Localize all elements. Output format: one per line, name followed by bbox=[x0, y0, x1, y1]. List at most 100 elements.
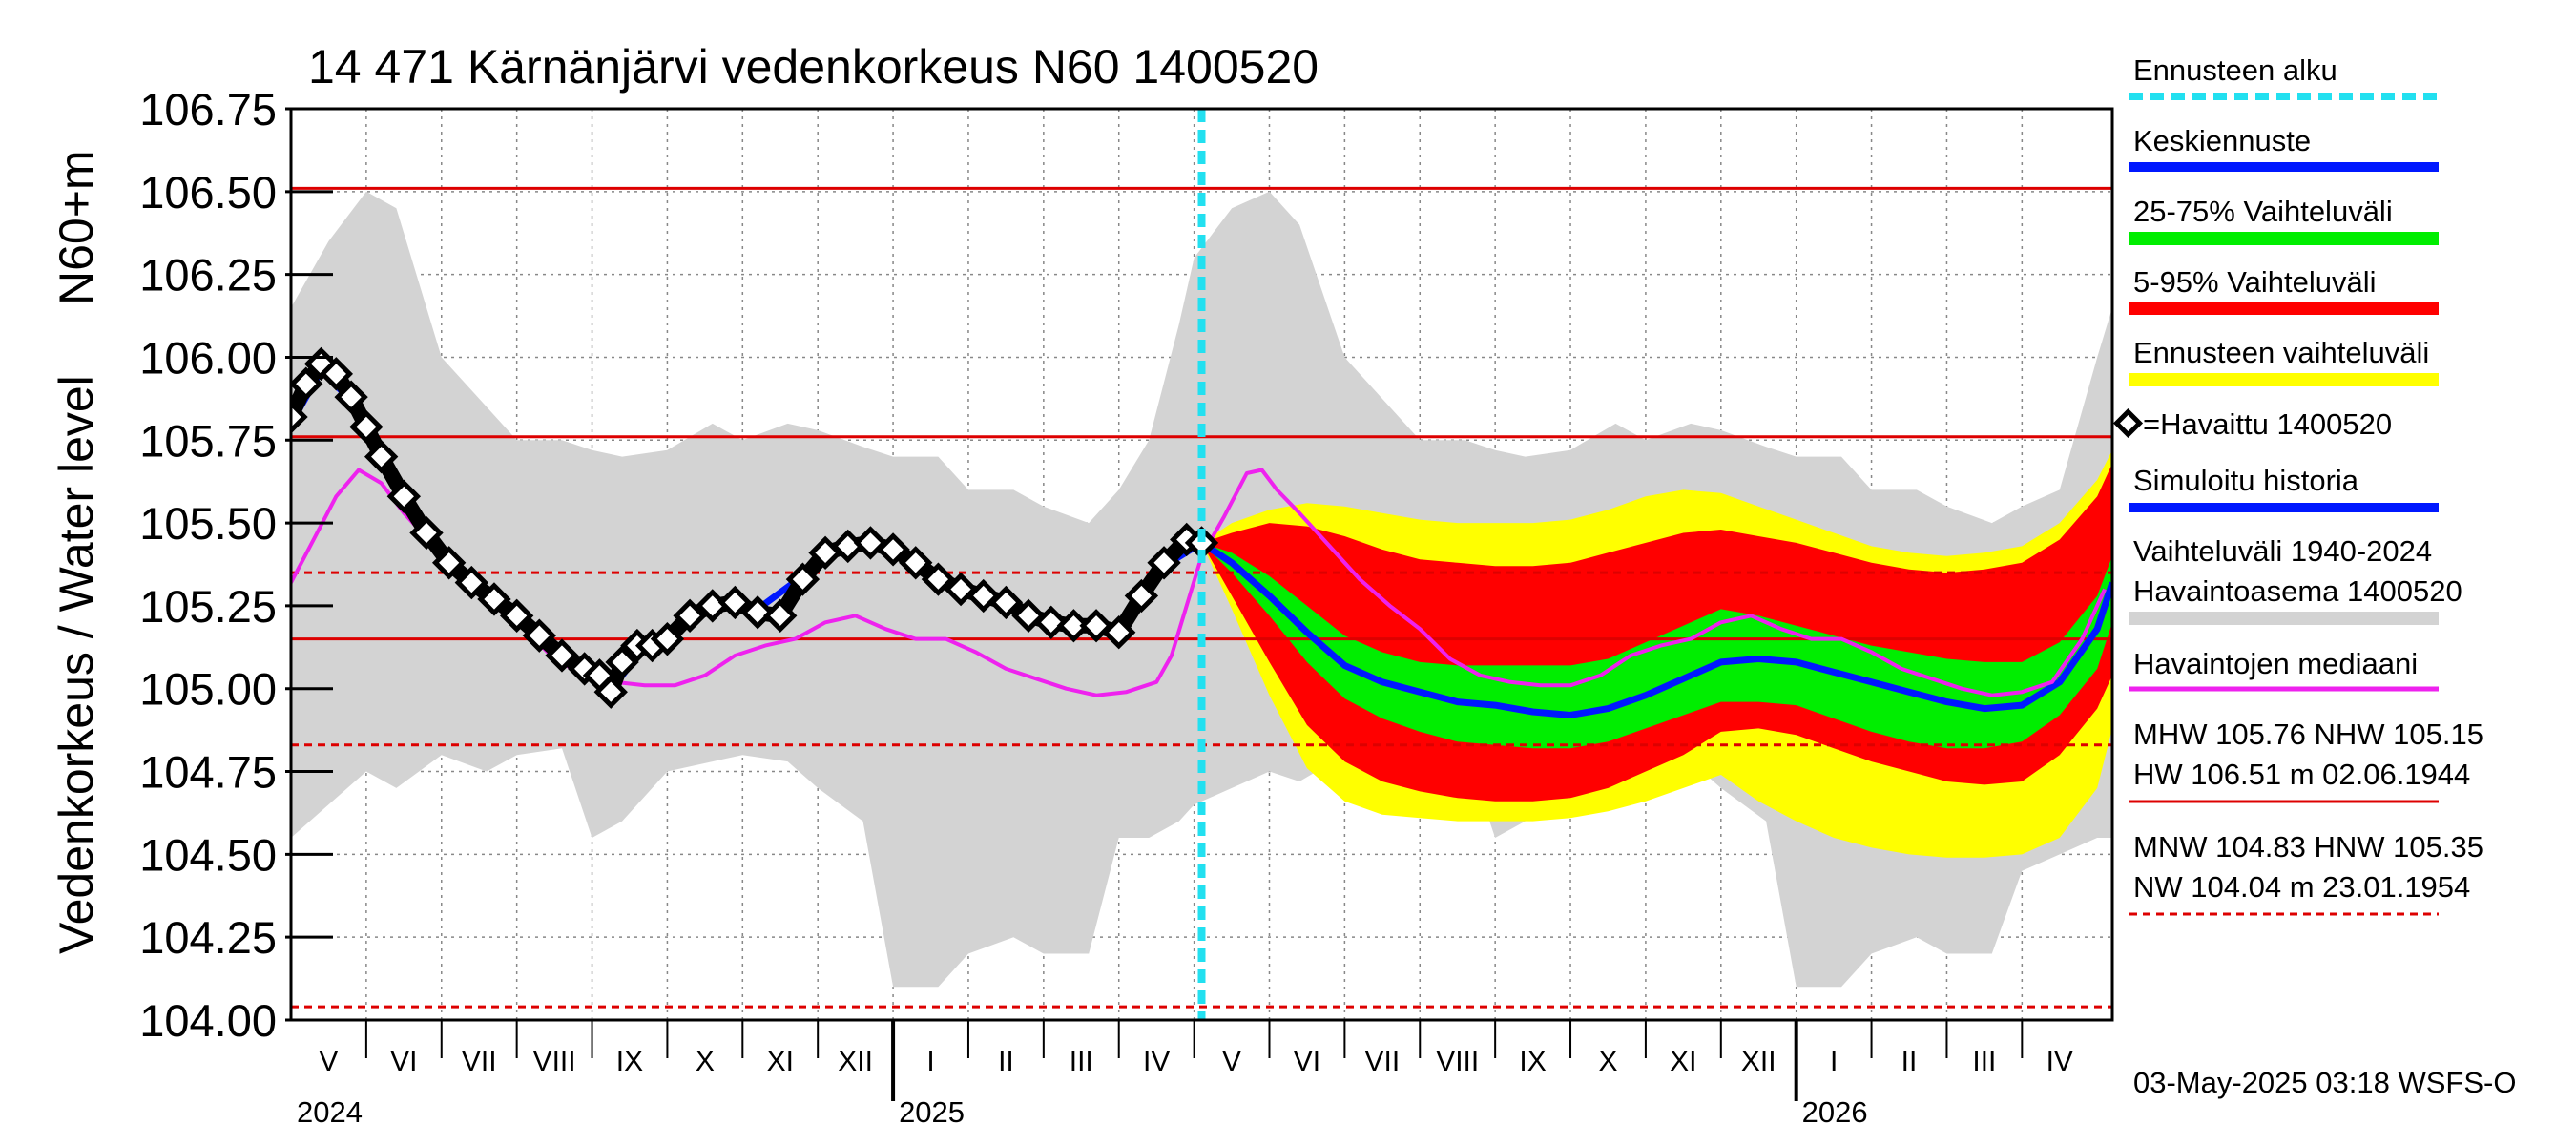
observed-point bbox=[522, 618, 556, 653]
y-tick-label: 105.25 bbox=[139, 581, 277, 632]
x-month-label: VIII bbox=[1436, 1046, 1479, 1077]
observed-point bbox=[291, 400, 308, 434]
x-month-label: II bbox=[1901, 1046, 1918, 1077]
observed-point bbox=[650, 621, 685, 656]
observed-point bbox=[696, 589, 730, 623]
y-tick-label: 105.50 bbox=[139, 498, 277, 549]
observed-point bbox=[545, 638, 579, 673]
x-month-label: I bbox=[926, 1046, 934, 1077]
y-axis: 106.75 106.50 106.25 106.00 105.75 105.50 105.… bbox=[139, 84, 333, 1046]
observed-point bbox=[477, 582, 511, 616]
x-month-label: XII bbox=[1741, 1046, 1776, 1077]
y-tick-label: 104.00 bbox=[139, 995, 277, 1046]
x-month-label: VI bbox=[390, 1046, 417, 1077]
y-tick-label: 106.25 bbox=[139, 250, 277, 301]
x-month-label: VI bbox=[1294, 1046, 1320, 1077]
observed-point bbox=[1124, 578, 1159, 614]
y-tick-label: 104.50 bbox=[139, 829, 277, 880]
y-tick-label: 105.75 bbox=[139, 415, 277, 466]
data-lines bbox=[291, 109, 2112, 1020]
footer-timestamp: 03-May-2025 03:18 WSFS-O bbox=[2133, 1066, 2516, 1099]
y-tick-label: 104.25 bbox=[139, 912, 277, 963]
observed-point bbox=[291, 366, 323, 401]
observed-point bbox=[831, 529, 865, 564]
y-axis-unit-label: N60+m bbox=[50, 150, 103, 305]
observed-point bbox=[899, 546, 933, 580]
x-month-label: XI bbox=[767, 1046, 794, 1077]
x-month-label: III bbox=[1070, 1046, 1093, 1077]
legend-label-p25-75: 25-75% Vaihteluväli bbox=[2133, 195, 2393, 228]
observed-point bbox=[334, 380, 368, 414]
observed-point bbox=[349, 409, 384, 445]
x-month-label: XI bbox=[1670, 1046, 1696, 1077]
y-axis-label: Vedenkorkeus / Water level bbox=[50, 375, 103, 954]
x-month-label: V bbox=[1222, 1046, 1241, 1077]
observed-point bbox=[876, 532, 910, 567]
x-year-label: 2024 bbox=[297, 1095, 363, 1129]
observed-point bbox=[1147, 546, 1181, 580]
legend-label-station: Havaintoasema 1400520 bbox=[2133, 574, 2462, 608]
legend-label-simulated: Simuloitu historia bbox=[2133, 464, 2359, 497]
observed-point bbox=[717, 585, 753, 620]
observed-point bbox=[499, 598, 534, 634]
stats-nw-line1: MNW 104.83 HNW 105.35 bbox=[2133, 830, 2483, 864]
observed-point bbox=[1034, 605, 1069, 639]
legend: Ennusteen alku Keskiennuste 25-75% Vaiht… bbox=[2112, 53, 2483, 916]
observed-point bbox=[386, 479, 422, 513]
x-month-label: VII bbox=[462, 1046, 497, 1077]
legend-label-historical-range: Vaihteluväli 1940-2024 bbox=[2133, 534, 2432, 568]
plot-area bbox=[291, 109, 2112, 1020]
mean-forecast-line bbox=[1199, 539, 2112, 718]
x-axis: V VI VII VIII IX X XI XII I II III IV V VI VII VIII IX X X… bbox=[297, 1020, 2073, 1129]
x-month-label: IV bbox=[2046, 1046, 2073, 1077]
stats-hw-line1: MHW 105.76 NHW 105.15 bbox=[2133, 718, 2483, 751]
chart-title: 14 471 Kärnänjärvi vedenkorkeus N60 1400… bbox=[308, 40, 1319, 94]
x-month-label: IX bbox=[616, 1046, 643, 1077]
legend-label-mean-forecast: Keskiennuste bbox=[2133, 124, 2311, 157]
observed-point bbox=[1056, 609, 1091, 643]
x-month-label: X bbox=[696, 1046, 715, 1077]
legend-label-forecast-range: Ennusteen vaihteluväli bbox=[2133, 336, 2429, 369]
x-month-label: I bbox=[1830, 1046, 1838, 1077]
observed-point bbox=[740, 595, 775, 630]
historical-range-band bbox=[291, 191, 2112, 988]
x-month-label: XII bbox=[838, 1046, 873, 1077]
observed-point bbox=[409, 515, 444, 551]
y-tick-label: 105.00 bbox=[139, 664, 277, 715]
x-month-label: II bbox=[998, 1046, 1014, 1077]
x-month-label: VII bbox=[1364, 1046, 1400, 1077]
x-month-label: III bbox=[1972, 1046, 1996, 1077]
x-month-label: IX bbox=[1519, 1046, 1546, 1077]
observed-point bbox=[454, 565, 488, 600]
observed-point bbox=[593, 675, 628, 709]
y-tick-label: 106.00 bbox=[139, 332, 277, 383]
observed-point bbox=[431, 546, 467, 580]
legend-diamond-icon bbox=[2112, 407, 2144, 439]
x-year-label: 2025 bbox=[899, 1095, 965, 1129]
observed-point bbox=[319, 357, 354, 391]
x-month-label: X bbox=[1598, 1046, 1617, 1077]
x-month-label: V bbox=[319, 1046, 338, 1077]
observed-point bbox=[605, 645, 639, 679]
x-month-label: VIII bbox=[533, 1046, 576, 1077]
y-tick-label: 104.75 bbox=[139, 747, 277, 798]
legend-label-p5-95: 5-95% Vaihteluväli bbox=[2133, 265, 2376, 299]
observed-point bbox=[1184, 526, 1219, 560]
y-tick-label: 106.50 bbox=[139, 167, 277, 218]
observed-point bbox=[1102, 615, 1136, 650]
observed-point bbox=[673, 598, 707, 634]
x-year-label: 2026 bbox=[1802, 1095, 1868, 1129]
stats-hw-line2: HW 106.51 m 02.06.1944 bbox=[2133, 758, 2470, 791]
observed-point bbox=[785, 562, 821, 596]
legend-label-observed: =Havaittu 1400520 bbox=[2143, 407, 2392, 441]
y-tick-label: 106.75 bbox=[139, 84, 277, 135]
observed-point bbox=[364, 439, 399, 474]
legend-label-forecast-start: Ennusteen alku bbox=[2133, 53, 2337, 87]
stats-nw-line2: NW 104.04 m 23.01.1954 bbox=[2133, 870, 2470, 904]
legend-label-median: Havaintojen mediaani bbox=[2133, 647, 2418, 680]
plot-frame bbox=[289, 107, 2114, 1022]
observed-point bbox=[921, 562, 956, 596]
x-month-label: IV bbox=[1143, 1046, 1170, 1077]
observed-point bbox=[988, 585, 1024, 620]
